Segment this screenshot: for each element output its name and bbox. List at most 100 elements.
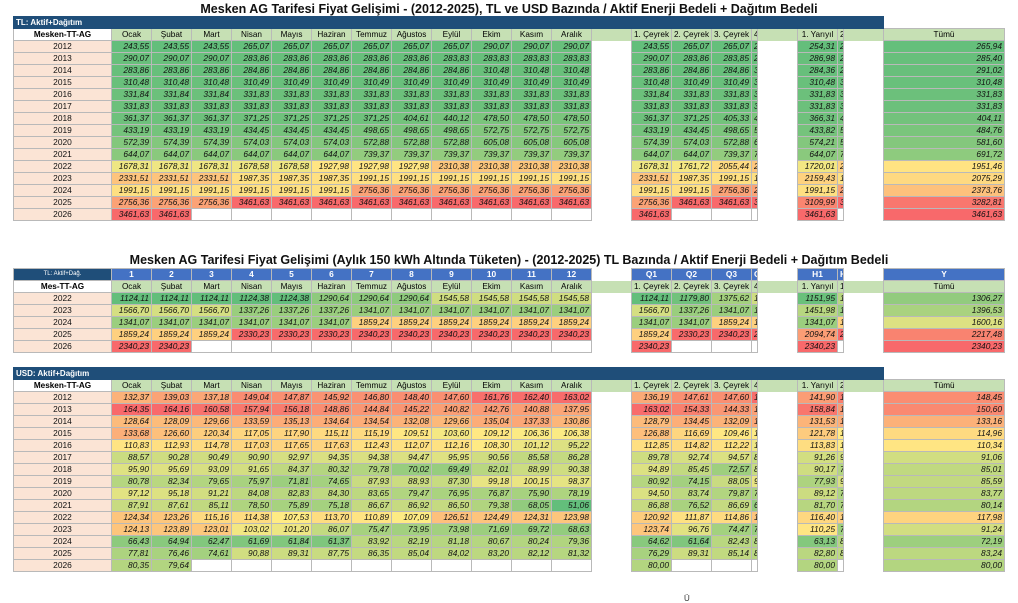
value-cell: 78,43 [837,487,844,500]
value-cell: 73,98 [431,523,472,536]
value-cell: 117,05 [231,427,272,440]
value-cell: 1859,24 [511,316,552,329]
value-cell: 283,85 [711,52,752,65]
period-code-row: TL: Aktif+Dağ.123456789101112Q1Q2Q3Q4H1H… [13,268,1005,281]
value-cell: 283,86 [231,52,272,65]
value-cell: 116,40 [797,511,838,524]
value-cell: 2340,23 [551,328,592,341]
value-cell [391,208,432,221]
value-cell [311,559,352,572]
value-cell: 265,07 [671,40,712,53]
value-cell: 3461,63 [631,208,672,221]
column-header: Mayıs [271,379,312,392]
value-cell: 1859,24 [631,328,672,341]
spacer [591,184,632,197]
value-cell: 114,78 [191,439,232,452]
value-cell [231,559,272,572]
table-row: 2021 644,07 644,07 644,07 644,07 644,07 644,07… [13,148,1005,161]
value-cell: 1290,64 [351,292,392,305]
value-cell: 3461,63 [671,196,712,209]
value-cell [551,208,592,221]
value-cell: 76,46 [151,547,192,560]
value-cell: 1341,07 [191,316,232,329]
value-cell: 101,20 [271,523,312,536]
spacer [843,52,884,65]
value-cell: 2340,23 [111,340,152,353]
value-cell: 284,36 [797,64,838,77]
value-cell: 739,37 [711,148,752,161]
column-header: Haziran [311,28,352,41]
value-cell: 66,43 [111,535,152,548]
value-cell: 1341,07 [631,316,672,329]
spacer [843,523,884,536]
value-cell: 85,59 [883,475,1005,488]
spacer [843,391,884,404]
table-row: 2014 283,86 283,86 283,86 284,86 284,86 284,86… [13,64,1005,77]
value-cell [837,208,844,221]
value-cell: 286,98 [797,52,838,65]
value-cell: 107,53 [271,511,312,524]
value-cell: 134,78 [837,415,844,428]
value-cell: 331,83 [883,88,1005,101]
value-cell: 87,93 [351,475,392,488]
period-code: 6 [311,268,352,281]
year-cell: 2020 [13,136,112,149]
value-cell: 3461,63 [837,196,844,209]
value-cell: 2340,23 [391,328,432,341]
value-cell: 135,04 [471,415,512,428]
value-cell: 79,36 [551,535,592,548]
value-cell: 2340,23 [631,340,672,353]
value-cell: 574,03 [311,136,352,149]
spacer [757,304,798,317]
value-cell: 284,86 [271,64,312,77]
value-cell: 2331,51 [111,172,152,185]
value-cell: 76,52 [671,499,712,512]
value-cell: 331,83 [631,100,672,113]
value-cell: 96,76 [671,523,712,536]
value-cell: 79,87 [711,487,752,500]
column-header: 2. Yarıyıl [837,28,844,41]
value-cell: 1600,16 [883,316,1005,329]
value-cell: 85,01 [883,463,1005,476]
spacer [757,208,798,221]
value-cell: 101,48 [751,439,758,452]
table-row: 2024 1991,15 1991,15 1991,15 1991,15 1991,15 1… [13,184,1005,197]
spacer [591,403,632,416]
table-row: 2019 433,19 433,19 433,19 434,45 434,45 434,45… [13,124,1005,137]
value-cell: 331,83 [391,100,432,113]
spacer [591,100,632,113]
table-row: 2022 1678,31 1678,31 1678,31 1678,58 1678,58 1… [13,160,1005,173]
value-cell: 1396,53 [883,304,1005,317]
value-cell: 120,92 [631,511,672,524]
column-header: Mart [191,280,232,293]
value-cell: 572,88 [711,136,752,149]
value-cell: 95,69 [151,463,192,476]
value-cell: 76,87 [471,487,512,500]
value-cell: 1991,15 [351,172,392,185]
column-header: Nisan [231,280,272,293]
value-cell: 110,89 [351,511,392,524]
value-cell: 310,49 [351,76,392,89]
spacer [591,463,632,476]
value-cell [351,340,392,353]
column-header: 4. Çeyrek [751,379,758,392]
spacer [757,148,798,161]
value-cell: 106,36 [511,427,552,440]
value-cell: 75,18 [311,499,352,512]
spacer [757,292,798,305]
value-cell: 148,45 [883,391,1005,404]
value-cell: 2340,23 [711,328,752,341]
value-cell [471,559,512,572]
value-cell [471,208,512,221]
value-cell: 92,97 [271,451,312,464]
value-cell: 2340,23 [883,340,1005,353]
spacer [843,124,884,137]
value-cell: 331,83 [431,88,472,101]
period-code: 5 [271,268,312,281]
column-header: 1. Çeyrek [631,280,672,293]
value-cell: 75,47 [351,523,392,536]
value-cell: 1991,15 [311,184,352,197]
value-cell: 572,75 [551,124,592,137]
value-cell: 265,07 [311,40,352,53]
value-cell: 310,49 [551,76,592,89]
